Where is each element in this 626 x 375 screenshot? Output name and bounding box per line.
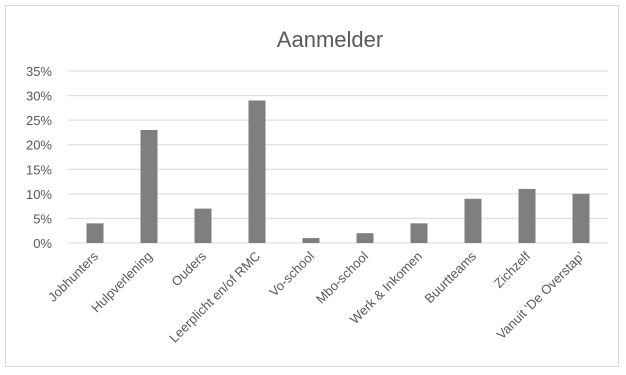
y-axis-ticks: 0% 5% 10% 15% 20% 25% 30% 35% [26,64,52,251]
y-tick-label: 10% [26,187,52,202]
bar [518,188,536,243]
x-tick-label: Leerplicht en/of RMC [166,249,263,346]
bar [86,223,104,243]
y-tick-label: 5% [33,211,52,226]
y-tick-label: 0% [33,236,52,251]
bar [464,198,482,243]
bar [140,129,158,243]
bar [410,223,428,243]
y-tick-label: 30% [26,89,52,104]
y-tick-label: 25% [26,113,52,128]
x-tick-label: Vo-school [266,248,317,299]
x-tick-label: Zichzelf [491,248,534,291]
x-tick-label: Ouders [168,248,209,289]
bar [356,233,374,243]
bar [572,193,590,243]
x-tick-label: Mbo-school [313,248,371,306]
y-tick-label: 20% [26,138,52,153]
gridlines [68,70,608,244]
y-tick-label: 35% [26,64,52,79]
y-tick-label: 15% [26,162,52,177]
bar [248,100,266,243]
bars [86,100,590,243]
bar [194,208,212,243]
chart-frame [5,5,619,367]
x-tick-label: Buurtteams [422,248,480,306]
chart-title: Aanmelder [277,27,383,52]
bar [302,238,320,243]
x-tick-label: Jobhunters [45,248,101,304]
